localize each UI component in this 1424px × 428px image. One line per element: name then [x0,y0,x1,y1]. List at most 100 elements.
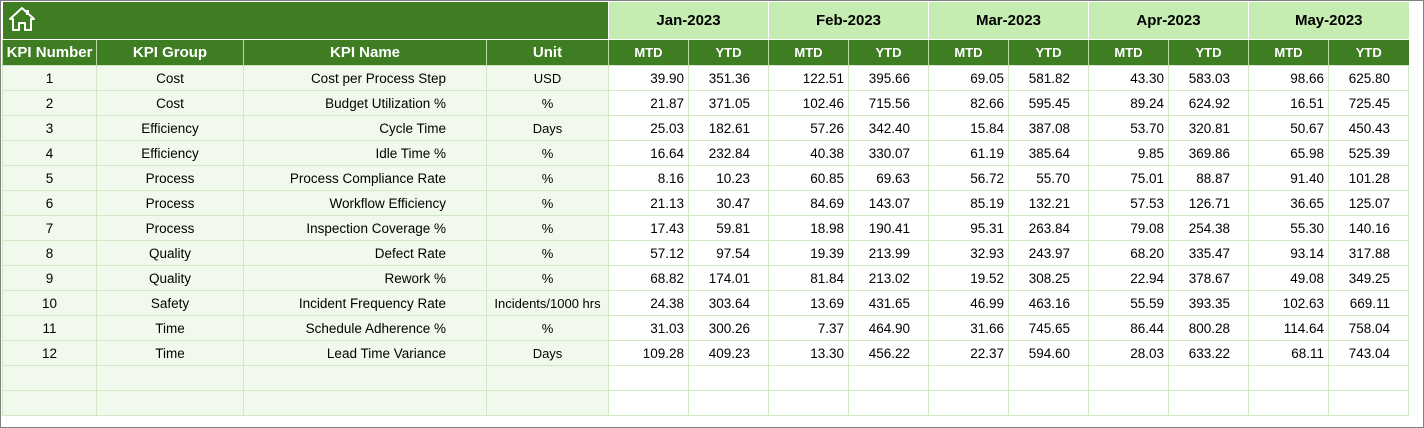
ytd-value-cell[interactable]: 140.16 [1328,215,1409,241]
ytd-value-cell[interactable]: 143.07 [848,190,929,216]
mtd-value-cell[interactable]: 57.26 [768,115,849,141]
mtd-value-cell[interactable]: 68.20 [1088,240,1169,266]
ytd-value-cell[interactable]: 464.90 [848,315,929,341]
mtd-value-cell[interactable]: 109.28 [608,340,689,366]
ytd-value-cell[interactable]: 393.35 [1168,290,1249,316]
kpi-name-cell[interactable]: Budget Utilization % [243,90,487,116]
kpi-number-cell[interactable]: 1 [2,65,97,91]
ytd-value-cell[interactable]: 395.66 [848,65,929,91]
kpi-name-cell[interactable]: Schedule Adherence % [243,315,487,341]
kpi-name-cell[interactable]: Defect Rate [243,240,487,266]
mtd-value-cell[interactable]: 55.30 [1248,215,1329,241]
mtd-value-cell[interactable]: 65.98 [1248,140,1329,166]
empty-cell[interactable] [1328,390,1409,416]
mtd-value-cell[interactable]: 43.30 [1088,65,1169,91]
empty-cell[interactable] [928,365,1009,391]
empty-cell[interactable] [96,365,244,391]
ytd-value-cell[interactable]: 758.04 [1328,315,1409,341]
kpi-number-cell[interactable]: 2 [2,90,97,116]
mtd-value-cell[interactable]: 49.08 [1248,265,1329,291]
ytd-value-cell[interactable]: 213.02 [848,265,929,291]
mtd-value-cell[interactable]: 18.98 [768,215,849,241]
ytd-value-cell[interactable]: 594.60 [1008,340,1089,366]
ytd-value-cell[interactable]: 387.08 [1008,115,1089,141]
mtd-value-cell[interactable]: 82.66 [928,90,1009,116]
mtd-value-cell[interactable]: 22.94 [1088,265,1169,291]
empty-cell[interactable] [1328,365,1409,391]
kpi-group-cell[interactable]: Time [96,340,244,366]
unit-cell[interactable]: % [486,90,609,116]
mtd-value-cell[interactable]: 102.46 [768,90,849,116]
mtd-value-cell[interactable]: 69.05 [928,65,1009,91]
ytd-value-cell[interactable]: 335.47 [1168,240,1249,266]
empty-cell[interactable] [243,365,487,391]
kpi-group-cell[interactable]: Time [96,315,244,341]
mtd-value-cell[interactable]: 98.66 [1248,65,1329,91]
ytd-value-cell[interactable]: 55.70 [1008,165,1089,191]
kpi-group-cell[interactable]: Cost [96,90,244,116]
mtd-value-cell[interactable]: 61.19 [928,140,1009,166]
mtd-value-cell[interactable]: 8.16 [608,165,689,191]
mtd-value-cell[interactable]: 86.44 [1088,315,1169,341]
mtd-value-cell[interactable]: 55.59 [1088,290,1169,316]
empty-cell[interactable] [768,390,849,416]
ytd-value-cell[interactable]: 743.04 [1328,340,1409,366]
kpi-group-cell[interactable]: Quality [96,240,244,266]
ytd-value-cell[interactable]: 10.23 [688,165,769,191]
ytd-value-cell[interactable]: 182.61 [688,115,769,141]
ytd-value-cell[interactable]: 715.56 [848,90,929,116]
mtd-value-cell[interactable]: 60.85 [768,165,849,191]
unit-cell[interactable]: Days [486,115,609,141]
kpi-number-cell[interactable]: 9 [2,265,97,291]
empty-cell[interactable] [608,390,689,416]
mtd-value-cell[interactable]: 75.01 [1088,165,1169,191]
mtd-value-cell[interactable]: 13.30 [768,340,849,366]
ytd-value-cell[interactable]: 745.65 [1008,315,1089,341]
mtd-value-cell[interactable]: 79.08 [1088,215,1169,241]
ytd-value-cell[interactable]: 30.47 [688,190,769,216]
kpi-number-cell[interactable]: 10 [2,290,97,316]
ytd-value-cell[interactable]: 317.88 [1328,240,1409,266]
ytd-value-cell[interactable]: 371.05 [688,90,769,116]
kpi-group-cell[interactable]: Efficiency [96,140,244,166]
kpi-number-cell[interactable]: 12 [2,340,97,366]
kpi-group-cell[interactable]: Efficiency [96,115,244,141]
empty-cell[interactable] [1088,365,1169,391]
ytd-value-cell[interactable]: 97.54 [688,240,769,266]
empty-cell[interactable] [1248,390,1329,416]
empty-cell[interactable] [243,390,487,416]
mtd-value-cell[interactable]: 24.38 [608,290,689,316]
ytd-value-cell[interactable]: 320.81 [1168,115,1249,141]
empty-cell[interactable] [2,390,97,416]
kpi-group-cell[interactable]: Quality [96,265,244,291]
ytd-value-cell[interactable]: 456.22 [848,340,929,366]
ytd-value-cell[interactable]: 625.80 [1328,65,1409,91]
mtd-value-cell[interactable]: 36.65 [1248,190,1329,216]
mtd-value-cell[interactable]: 7.37 [768,315,849,341]
empty-cell[interactable] [608,365,689,391]
unit-cell[interactable]: Days [486,340,609,366]
mtd-value-cell[interactable]: 19.52 [928,265,1009,291]
mtd-value-cell[interactable]: 93.14 [1248,240,1329,266]
mtd-value-cell[interactable]: 114.64 [1248,315,1329,341]
empty-cell[interactable] [486,365,609,391]
ytd-value-cell[interactable]: 669.11 [1328,290,1409,316]
ytd-value-cell[interactable]: 378.67 [1168,265,1249,291]
mtd-value-cell[interactable]: 28.03 [1088,340,1169,366]
empty-cell[interactable] [848,365,929,391]
ytd-value-cell[interactable]: 431.65 [848,290,929,316]
unit-cell[interactable]: % [486,165,609,191]
mtd-value-cell[interactable]: 40.38 [768,140,849,166]
mtd-value-cell[interactable]: 89.24 [1088,90,1169,116]
ytd-value-cell[interactable]: 583.03 [1168,65,1249,91]
ytd-value-cell[interactable]: 330.07 [848,140,929,166]
kpi-number-cell[interactable]: 6 [2,190,97,216]
empty-cell[interactable] [2,365,97,391]
mtd-value-cell[interactable]: 19.39 [768,240,849,266]
ytd-value-cell[interactable]: 385.64 [1008,140,1089,166]
ytd-value-cell[interactable]: 190.41 [848,215,929,241]
empty-cell[interactable] [768,365,849,391]
ytd-value-cell[interactable]: 800.28 [1168,315,1249,341]
empty-cell[interactable] [486,390,609,416]
mtd-value-cell[interactable]: 68.11 [1248,340,1329,366]
